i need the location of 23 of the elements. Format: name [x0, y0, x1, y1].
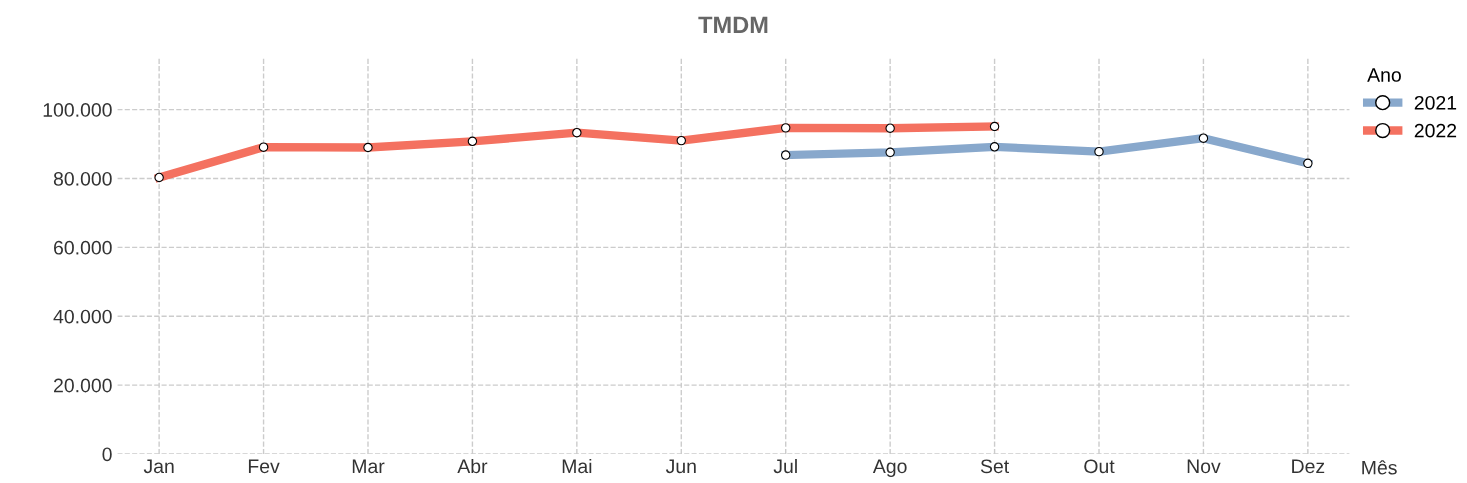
x-tick-label: Fev — [248, 459, 280, 474]
x-tick-label: Mar — [352, 459, 385, 474]
x-tick-label: Jul — [773, 458, 797, 474]
y-tick-label: 60.000 — [54, 240, 112, 255]
x-tick-label: Dez — [1292, 459, 1325, 474]
y-tick-label: 0 — [102, 447, 112, 462]
y-tick-label: 80.000 — [53, 171, 112, 186]
legend-title: Ano — [1367, 68, 1401, 82]
x-tick-label: Jun — [665, 459, 696, 474]
x-tick-label: Abr — [457, 458, 488, 474]
x-axis-title: Mês — [1362, 460, 1397, 475]
x-tick-label: Ago — [872, 459, 907, 478]
legend-label: 2021 — [1414, 95, 1457, 110]
chart-title: TMDM — [698, 16, 768, 33]
y-tick-label: 100.000 — [43, 103, 112, 117]
x-tick-label: Nov — [1187, 459, 1221, 474]
legend-label: 2022 — [1414, 123, 1457, 138]
x-tick-label: Jan — [143, 459, 174, 474]
x-tick-label: Set — [980, 459, 1010, 474]
y-tick-label: 20.000 — [54, 378, 112, 393]
x-tick-label: Out — [1084, 459, 1115, 474]
x-tick-label: Mai — [562, 458, 592, 474]
y-tick-label: 40.000 — [53, 309, 112, 324]
